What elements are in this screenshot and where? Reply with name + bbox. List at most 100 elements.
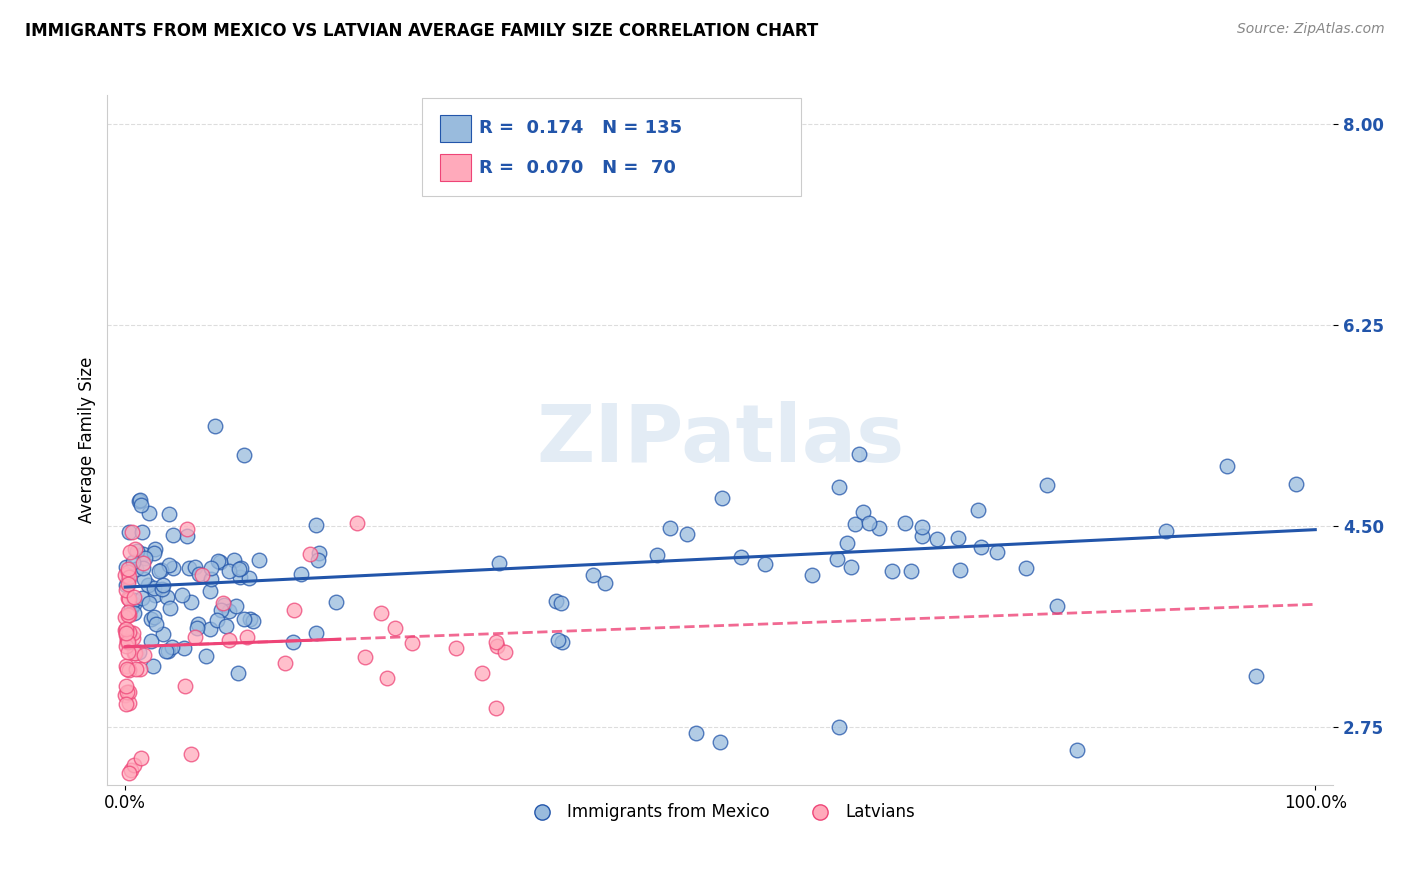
Point xyxy=(880,564,903,578)
Text: IMMIGRANTS FROM MEXICO VS LATVIAN AVERAGE FAMILY SIZE CORRELATION CHART: IMMIGRANTS FROM MEXICO VS LATVIAN AVERAG… xyxy=(25,22,818,40)
Point xyxy=(184,560,207,574)
Point xyxy=(1046,599,1069,613)
Point xyxy=(894,516,917,530)
Point xyxy=(143,542,166,557)
Point xyxy=(118,684,141,698)
Point xyxy=(117,645,139,659)
Point xyxy=(142,581,165,595)
Point xyxy=(232,448,254,462)
Point xyxy=(115,626,138,640)
Point xyxy=(141,612,163,626)
Point xyxy=(298,547,321,561)
Point xyxy=(124,646,146,660)
Point xyxy=(121,524,143,539)
Point xyxy=(115,679,138,693)
Point xyxy=(675,527,697,541)
Point xyxy=(1216,458,1239,473)
Point xyxy=(155,643,177,657)
Point xyxy=(180,747,202,761)
Point xyxy=(118,592,141,607)
Point xyxy=(274,656,297,670)
Point xyxy=(204,419,226,434)
Point xyxy=(162,528,184,542)
Point xyxy=(911,520,934,534)
Point xyxy=(128,492,150,507)
Point xyxy=(308,546,330,560)
Point xyxy=(129,751,152,765)
Point xyxy=(122,647,145,661)
Point xyxy=(1154,524,1177,539)
Point xyxy=(117,574,139,589)
Point xyxy=(128,494,150,508)
Point xyxy=(325,595,347,609)
Text: Source: ZipAtlas.com: Source: ZipAtlas.com xyxy=(1237,22,1385,37)
Point xyxy=(142,610,165,624)
Point xyxy=(195,648,218,663)
Point xyxy=(122,556,145,570)
Point xyxy=(1015,561,1038,575)
Point xyxy=(228,570,250,584)
Point xyxy=(1244,668,1267,682)
Point xyxy=(114,559,136,574)
Point xyxy=(485,700,508,714)
Point xyxy=(825,552,848,566)
Point xyxy=(593,575,616,590)
Point xyxy=(198,583,221,598)
Point xyxy=(229,561,252,575)
Point xyxy=(157,507,180,521)
Point xyxy=(354,649,377,664)
Point xyxy=(139,633,162,648)
Point xyxy=(118,624,141,639)
Point xyxy=(384,621,406,635)
Point xyxy=(551,635,574,649)
Point xyxy=(207,613,229,627)
Point xyxy=(844,517,866,532)
Point xyxy=(120,763,142,777)
Point xyxy=(117,607,139,622)
Point xyxy=(173,640,195,655)
Point xyxy=(129,498,152,512)
Point xyxy=(191,568,214,582)
Point xyxy=(370,606,392,620)
Point xyxy=(218,632,240,647)
Point xyxy=(900,565,922,579)
Point xyxy=(290,566,312,581)
Point xyxy=(131,591,153,606)
Text: ZIPatlas: ZIPatlas xyxy=(536,401,904,479)
Point xyxy=(225,599,247,613)
Point xyxy=(187,617,209,632)
Point xyxy=(115,684,138,698)
Point xyxy=(401,636,423,650)
Point xyxy=(121,625,143,640)
Point xyxy=(239,612,262,626)
Point xyxy=(128,645,150,659)
Point xyxy=(120,601,142,615)
Point xyxy=(858,516,880,531)
Text: R =  0.070   N =  70: R = 0.070 N = 70 xyxy=(479,159,676,177)
Point xyxy=(215,619,238,633)
Point xyxy=(198,623,221,637)
Point xyxy=(966,503,988,517)
Point xyxy=(118,608,141,623)
Point xyxy=(132,556,155,570)
Point xyxy=(122,597,145,611)
Point xyxy=(754,558,776,572)
Point xyxy=(138,595,160,609)
Point xyxy=(200,572,222,586)
Point xyxy=(115,662,138,676)
Point xyxy=(129,662,152,676)
Point xyxy=(486,639,509,653)
Point xyxy=(118,766,141,780)
Point xyxy=(188,567,211,582)
Point xyxy=(1284,477,1306,491)
Point xyxy=(172,588,194,602)
Point xyxy=(969,540,991,554)
Point xyxy=(152,577,174,591)
Point xyxy=(117,605,139,619)
Point xyxy=(138,506,160,520)
Point xyxy=(249,553,271,567)
Point xyxy=(114,688,136,702)
Point xyxy=(927,532,949,546)
Point xyxy=(114,623,136,637)
Point xyxy=(156,591,179,605)
